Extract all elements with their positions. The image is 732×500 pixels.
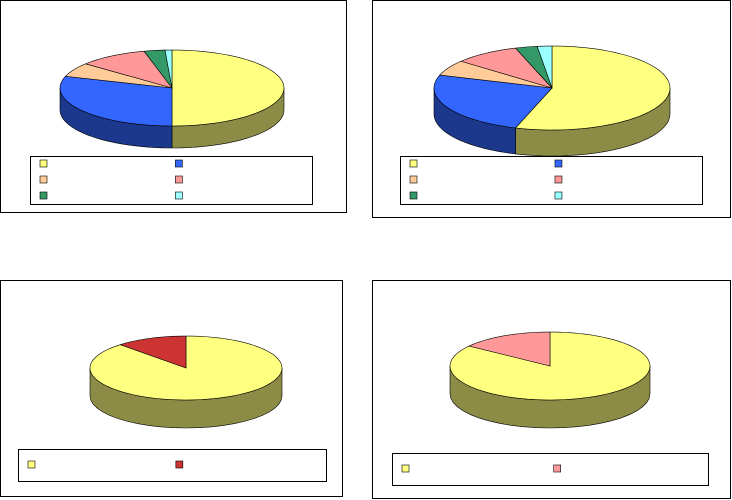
- legend-swatch: [175, 175, 183, 184]
- pie-slice: [439, 60, 553, 89]
- legend: [400, 156, 703, 205]
- pie-slice: [164, 49, 173, 89]
- legend-swatch: [175, 191, 183, 200]
- pie-slice: [468, 331, 551, 367]
- pie-slice: [433, 74, 553, 129]
- legend-swatch: [554, 175, 563, 184]
- legend-swatch: [553, 464, 561, 473]
- legend-swatch: [409, 159, 418, 168]
- pie-slice: [119, 335, 187, 369]
- legend-swatch: [175, 159, 183, 168]
- legend-swatch: [39, 175, 48, 184]
- legend-swatch: [409, 191, 418, 200]
- legend-swatch: [27, 460, 36, 469]
- pie-slice: [536, 45, 553, 89]
- legend: [18, 449, 327, 482]
- pie-slice: [460, 47, 553, 89]
- legend-swatch: [175, 460, 184, 469]
- legend-swatch: [39, 159, 48, 168]
- legend-swatch: [554, 159, 563, 168]
- legend-swatch: [401, 464, 410, 473]
- pie-slice: [59, 75, 173, 127]
- legend: [30, 156, 313, 205]
- pie-slice: [64, 63, 173, 89]
- legend: [392, 453, 709, 486]
- legend-swatch: [39, 191, 48, 200]
- legend-swatch: [554, 191, 563, 200]
- pie-slice: [514, 45, 671, 131]
- legend-swatch: [409, 175, 418, 184]
- pie-slice: [84, 50, 173, 89]
- pie-slice: [171, 49, 285, 127]
